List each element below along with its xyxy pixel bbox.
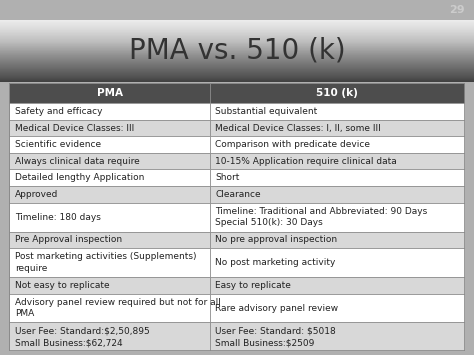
Text: User Fee: Standard: $5018
Small Business:$2509: User Fee: Standard: $5018 Small Business… [215, 327, 336, 347]
Bar [9, 169, 210, 186]
Bar [210, 322, 465, 351]
Bar [9, 186, 210, 203]
Text: 29: 29 [449, 5, 465, 15]
Text: Rare advisory panel review: Rare advisory panel review [215, 304, 338, 312]
Text: Timeline: Traditional and Abbreviated: 90 Days
Special 510(k): 30 Days: Timeline: Traditional and Abbreviated: 9… [215, 207, 428, 227]
Text: Short: Short [215, 173, 239, 182]
Text: Safety and efficacy: Safety and efficacy [15, 107, 102, 116]
Bar [9, 231, 210, 248]
Bar [210, 83, 465, 103]
Text: No pre approval inspection: No pre approval inspection [215, 235, 337, 244]
Bar [9, 136, 210, 153]
Bar [9, 248, 210, 277]
Text: User Fee: Standard:$2,50,895
Small Business:$62,724: User Fee: Standard:$2,50,895 Small Busin… [15, 327, 150, 347]
Bar [9, 322, 210, 351]
Text: 10-15% Application require clinical data: 10-15% Application require clinical data [215, 157, 397, 166]
Text: No post marketing activity: No post marketing activity [215, 258, 336, 267]
Bar [9, 153, 210, 169]
Text: Advisory panel review required but not for all
PMA: Advisory panel review required but not f… [15, 298, 221, 318]
Text: Post marketing activities (Supplements)
require: Post marketing activities (Supplements) … [15, 252, 196, 273]
Bar [210, 169, 465, 186]
Text: PMA vs. 510 (k): PMA vs. 510 (k) [128, 37, 346, 65]
Text: Detailed lengthy Application: Detailed lengthy Application [15, 173, 144, 182]
Bar [9, 103, 210, 120]
Bar [210, 153, 465, 169]
Bar [210, 103, 465, 120]
Bar [210, 120, 465, 136]
Text: Substantial equivalent: Substantial equivalent [215, 107, 318, 116]
Bar [210, 248, 465, 277]
Bar [9, 203, 210, 231]
Text: Easy to replicate: Easy to replicate [215, 281, 291, 290]
Bar [210, 277, 465, 294]
Text: PMA: PMA [97, 88, 123, 98]
Text: 510 (k): 510 (k) [316, 88, 358, 98]
Bar [9, 294, 210, 322]
Text: Timeline: 180 days: Timeline: 180 days [15, 213, 101, 222]
Text: Approved: Approved [15, 190, 58, 199]
Text: Scientific evidence: Scientific evidence [15, 140, 101, 149]
Text: Clearance: Clearance [215, 190, 261, 199]
Bar [210, 294, 465, 322]
Bar [210, 231, 465, 248]
Text: Medical Device Classes: I, II, some III: Medical Device Classes: I, II, some III [215, 124, 381, 133]
Bar [9, 277, 210, 294]
Text: Medical Device Classes: III: Medical Device Classes: III [15, 124, 134, 133]
Bar [210, 136, 465, 153]
Bar [210, 203, 465, 231]
Bar [210, 186, 465, 203]
Text: Comparison with predicate device: Comparison with predicate device [215, 140, 370, 149]
Text: Pre Approval inspection: Pre Approval inspection [15, 235, 122, 244]
Text: Not easy to replicate: Not easy to replicate [15, 281, 109, 290]
Bar [9, 120, 210, 136]
Text: Always clinical data require: Always clinical data require [15, 157, 140, 166]
Bar [9, 83, 210, 103]
